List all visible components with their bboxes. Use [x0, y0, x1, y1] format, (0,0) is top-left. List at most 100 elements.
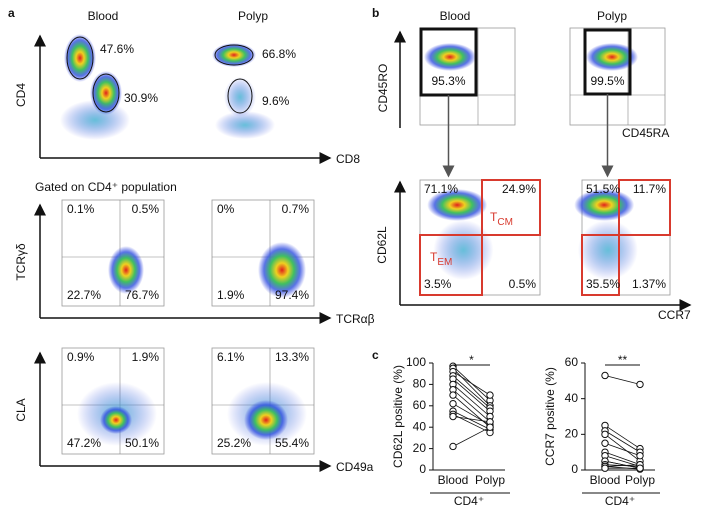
subset-main: T — [490, 210, 498, 224]
pair-line — [452, 416, 491, 423]
axis-label: CD45RO — [376, 64, 390, 113]
column-header: Polyp — [238, 9, 268, 23]
pair-line — [452, 368, 491, 407]
point — [486, 423, 494, 431]
plot-frame — [569, 27, 666, 126]
y-tick-label: 100 — [406, 355, 426, 369]
point — [449, 412, 457, 421]
percent-label: 13.3% — [275, 350, 309, 364]
plot-frame — [211, 347, 315, 455]
percent-label: 9.6% — [262, 94, 290, 108]
subset-sub: EM — [437, 257, 452, 268]
x-tick-label: Polyp — [625, 473, 655, 487]
density — [212, 43, 256, 67]
density — [60, 100, 130, 140]
pair-line — [604, 430, 641, 453]
density — [100, 406, 132, 434]
percent-label: 50.1% — [125, 436, 159, 450]
percent-label: 97.4% — [275, 288, 309, 302]
point — [601, 371, 609, 380]
pair-line — [452, 410, 491, 430]
density — [424, 43, 476, 71]
y-tick-label: 40 — [413, 419, 427, 433]
subset-label: TEM — [430, 250, 452, 267]
pair-line — [604, 466, 641, 470]
column-header: Polyp — [597, 9, 627, 23]
quadrant — [481, 179, 541, 236]
pair-line — [604, 451, 641, 466]
axis-label: TCRαβ — [336, 312, 375, 326]
axis-label: TCRγδ — [14, 243, 28, 281]
axis-label: CD49a — [336, 460, 374, 474]
percent-label: 66.8% — [262, 47, 296, 61]
percent-label: 30.9% — [124, 91, 158, 105]
percent-label: 0.5% — [132, 202, 160, 216]
panel-label: b — [372, 6, 379, 20]
percent-label: 22.7% — [67, 288, 101, 302]
percent-label: 51.5% — [586, 182, 620, 196]
quadrant — [581, 234, 620, 296]
point — [449, 442, 457, 451]
plot-frame — [61, 347, 165, 455]
gate — [92, 73, 120, 113]
x-tick-label: Polyp — [475, 473, 505, 487]
y-tick-label: 0 — [419, 462, 426, 476]
percent-label: 24.9% — [502, 182, 536, 196]
y-tick-label: 20 — [565, 427, 579, 441]
percent-label: 3.5% — [424, 277, 452, 291]
pair-line — [452, 403, 491, 426]
point — [601, 430, 609, 439]
y-tick-label: 40 — [565, 391, 579, 405]
group-label: CD4⁺ — [454, 494, 484, 506]
pair-line — [452, 426, 491, 447]
pair-line — [452, 375, 491, 409]
point — [486, 391, 494, 399]
density — [64, 34, 96, 82]
density — [224, 77, 256, 117]
subset-label: TCM — [490, 210, 513, 227]
y-tick-label: 0 — [571, 462, 578, 476]
significance: ** — [618, 353, 628, 367]
axis-label: CLA — [14, 398, 28, 421]
pair-line — [604, 460, 641, 469]
percent-label: 47.6% — [100, 42, 134, 56]
percent-label: 99.5% — [590, 74, 624, 88]
plot-frame — [61, 199, 165, 307]
subset-sub: CM — [497, 217, 513, 228]
percent-label: 95.3% — [431, 74, 465, 88]
density — [215, 111, 275, 139]
density — [577, 220, 638, 280]
pair-line — [452, 371, 491, 396]
percent-label: 76.7% — [125, 288, 159, 302]
pair-line — [604, 442, 641, 457]
axis-label: CCR7 — [658, 308, 691, 322]
pair-line — [604, 425, 641, 449]
density — [258, 242, 306, 298]
quadrant — [419, 234, 483, 296]
gate — [227, 78, 253, 114]
percent-label: 47.2% — [67, 436, 101, 450]
y-tick-label: 20 — [413, 441, 427, 455]
density — [433, 220, 494, 280]
percent-label: 6.1% — [217, 350, 245, 364]
percent-label: 0% — [217, 202, 235, 216]
percent-label: 11.7% — [633, 182, 666, 196]
panel-label: a — [8, 6, 15, 20]
density — [244, 400, 288, 440]
gate — [66, 36, 94, 80]
plot-frame — [211, 199, 315, 307]
subset-main: T — [430, 250, 438, 264]
gate-caption: Gated on CD4⁺ population — [35, 180, 177, 194]
significance: * — [469, 353, 474, 367]
percent-label: 71.1% — [424, 182, 458, 196]
percent-label: 25.2% — [217, 436, 251, 450]
percent-label: 1.37% — [632, 277, 666, 291]
point — [449, 399, 457, 408]
panel-label: c — [372, 348, 379, 362]
axis-label: CD4 — [14, 83, 28, 107]
percent-label: 1.9% — [217, 288, 245, 302]
point — [636, 380, 644, 389]
axis-label: CCR7 positive (%) — [543, 367, 557, 466]
point — [601, 439, 609, 447]
